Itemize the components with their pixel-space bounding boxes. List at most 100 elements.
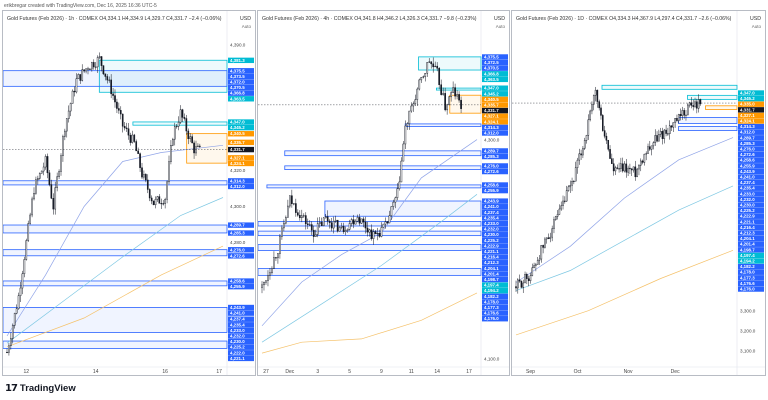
svg-text:4,178.0: 4,178.0: [740, 270, 755, 275]
zone-orange: [705, 105, 738, 110]
candle-body: [350, 219, 353, 224]
candle-body: [356, 217, 359, 222]
svg-text:4,347.0: 4,347.0: [230, 120, 245, 125]
zone-blue: [258, 244, 482, 251]
zone-blue: [284, 150, 482, 157]
price-tag-blue: 4,312.0: [738, 129, 764, 135]
svg-text:4,255.9: 4,255.9: [740, 163, 755, 168]
candle-body: [676, 118, 678, 121]
candle-body: [582, 148, 584, 156]
chart-panel-1h[interactable]: 4,390.04,360.04,320.04,300.04,280.04,381…: [2, 10, 256, 376]
candle-body: [515, 286, 517, 289]
price-tag-blue: 4,221.1: [738, 219, 764, 225]
chart-panel-4h[interactable]: 4,300.0 4,100.0 4,375.5 4,372.5 4,370.5 4,366…: [257, 10, 510, 376]
candle-body: [524, 274, 526, 284]
time-axis-tick: 27: [263, 369, 269, 375]
price-tag-cyan: 4,197.4: [482, 282, 508, 288]
zone-blue: [3, 180, 228, 186]
candle-body: [133, 134, 136, 142]
candle-body: [580, 153, 582, 156]
svg-text:4,225.2: 4,225.2: [740, 208, 755, 213]
price-tag-blue: 4,212.3: [738, 230, 764, 236]
candle-body: [454, 87, 456, 97]
candle-body: [384, 221, 387, 225]
time-axis-tick: Dec: [671, 369, 680, 375]
candle-body: [522, 282, 525, 288]
candle-body: [372, 231, 375, 239]
candle-body: [412, 103, 415, 107]
candle-body: [10, 338, 12, 347]
svg-text:4,258.6: 4,258.6: [484, 183, 499, 188]
candle-body: [131, 134, 134, 143]
price-tag-orange: 4,340.5: [228, 131, 254, 137]
candle-body: [164, 199, 166, 204]
svg-text:4,241.0: 4,241.0: [230, 311, 245, 316]
candle-body: [520, 280, 523, 288]
candle-body: [35, 179, 37, 194]
candle-body: [388, 215, 391, 224]
svg-text:4,177.3: 4,177.3: [740, 275, 755, 280]
svg-text:4,345.2: 4,345.2: [484, 91, 499, 96]
candle-body: [596, 89, 599, 102]
price-axis-tick: 4,300.0: [484, 137, 500, 142]
candle-body: [106, 76, 109, 81]
candle-body: [591, 104, 593, 112]
panel-title: Gold Futures (Feb 2026) · 1h · COMEX O4,…: [7, 16, 222, 22]
svg-text:4,373.5: 4,373.5: [230, 74, 245, 79]
chart-panel-1d[interactable]: 3,300.0 3,200.0 3,100.0 4,347.0 4,345.2 4,335…: [511, 10, 766, 376]
zone-blue: [3, 249, 228, 257]
chart-svg[interactable]: 4,300.0 4,100.0 4,375.54,372.54,370.54,366…: [258, 11, 510, 376]
zone-blue: [284, 165, 482, 170]
price-tag-blue: 4,372.5: [482, 59, 508, 66]
candle-body: [553, 219, 555, 229]
svg-text:4,176.0: 4,176.0: [740, 287, 755, 292]
candle-body: [444, 93, 446, 111]
svg-text:4,347.0: 4,347.0: [484, 86, 499, 91]
price-tag-blue: 4,258.6: [482, 182, 508, 188]
chart-svg[interactable]: 4,390.04,360.04,320.04,300.04,280.04,381…: [3, 11, 256, 376]
price-tag-blue: 4,201.4: [738, 241, 764, 247]
candle-body: [344, 230, 347, 232]
price-tag-blue: 4,233.0: [482, 220, 508, 227]
zone-blue: [258, 221, 482, 227]
svg-text:4,178.0: 4,178.0: [484, 299, 499, 304]
tradingview-logo[interactable]: 17 TradingView: [5, 383, 76, 394]
candle-body: [394, 197, 397, 203]
candle-body: [119, 110, 122, 115]
candle-body: [424, 73, 427, 77]
time-axis-tick: 16: [162, 369, 168, 375]
price-tag-blue: 4,314.3: [738, 123, 764, 130]
candle-body: [77, 74, 80, 79]
candle-body: [358, 217, 361, 224]
candle-body: [605, 135, 608, 141]
candle-body: [422, 76, 425, 78]
candle-body: [583, 140, 586, 149]
price-tag-blue: 4,225.2: [228, 344, 254, 350]
chart-svg[interactable]: 3,300.0 3,200.0 3,100.0 4,347.04,345.24,335…: [512, 11, 766, 376]
svg-text:4,232.0: 4,232.0: [740, 197, 755, 202]
moving-average-2: [261, 194, 478, 343]
price-tag-blue: 4,375.5: [482, 54, 508, 60]
candle-body: [598, 101, 600, 109]
price-tag-blue: 4,272.6: [738, 151, 764, 158]
svg-text:4,327.1: 4,327.1: [484, 114, 499, 119]
candle-body: [85, 68, 87, 72]
candle-body: [699, 99, 702, 105]
price-tag-blue: 4,289.7: [228, 222, 254, 228]
price-tag-blue: 4,312.0: [228, 183, 254, 190]
candle-body: [29, 214, 31, 224]
price-tag-blue: 4,182.2: [738, 263, 764, 270]
candle-body: [643, 153, 646, 163]
currency-label: USD Auto: [494, 16, 505, 29]
candle-body: [179, 109, 182, 123]
price-tag-blue: 4,285.3: [738, 140, 764, 147]
candle-body: [442, 93, 444, 95]
candle-body: [656, 135, 658, 142]
candle-body: [554, 216, 557, 220]
candle-body: [170, 145, 172, 162]
time-axis-tick: 5: [348, 369, 351, 375]
candle-body: [571, 181, 573, 186]
candle-body: [21, 273, 24, 289]
candle-body: [154, 199, 157, 206]
candle-body: [185, 118, 188, 132]
